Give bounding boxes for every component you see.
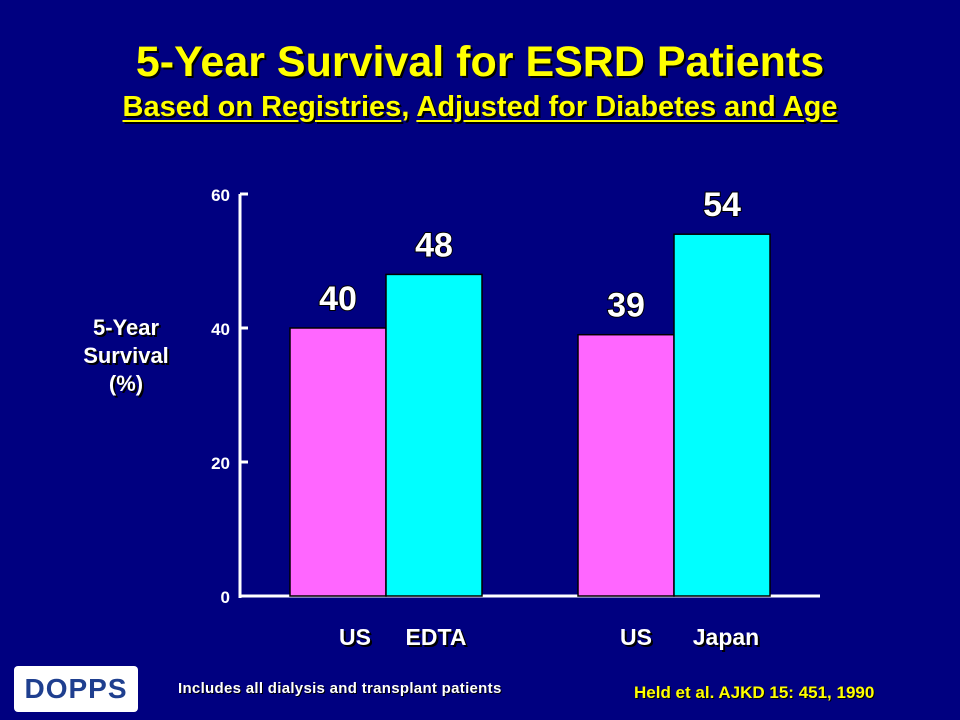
data-label-japan-1: 54 (703, 186, 741, 224)
data-label-us-1: 39 (607, 287, 645, 325)
y-axis-label-line-2: Survival (83, 343, 169, 368)
dopps-logo: DOPPS (14, 666, 138, 712)
subtitle-adjusted: Adjusted for Diabetes and Age (416, 91, 838, 123)
y-axis-label-line-1: 5-Year (92, 315, 160, 340)
y-axis-label-line-3: (%) (108, 371, 144, 396)
footnote: Includes all dialysis and transplant pat… (178, 680, 502, 697)
y-tick-label: 40 (211, 320, 230, 339)
category-label-edta: EDTA (405, 624, 467, 650)
citation: Held et al. AJKD 15: 451, 1990 (634, 683, 875, 702)
bar-japan-1 (673, 233, 771, 597)
y-tick-label: 0 (221, 588, 230, 607)
category-label-japan: Japan (692, 624, 760, 650)
category-label-us-1: US (339, 624, 371, 650)
y-axis-label: 5-Year Survival (%) (58, 314, 194, 398)
subtitle-registries: Based on Registries (122, 91, 402, 123)
bar-us-1 (577, 333, 675, 597)
chart-subtitle: Based on Registries, Adjusted for Diabet… (0, 90, 960, 124)
bar-edta-0 (385, 273, 483, 597)
y-tick-label: 20 (211, 454, 230, 473)
category-label-us-2: US (620, 624, 652, 650)
chart-title: 5-Year Survival for ESRD Patients (135, 38, 825, 86)
subtitle-separator: , (401, 91, 417, 123)
y-tick-label: 60 (211, 186, 230, 205)
dopps-logo-text: DOPPS (24, 673, 128, 704)
data-label-edta-0: 48 (415, 226, 453, 264)
data-label-us-0: 40 (319, 280, 357, 318)
bar-us-0 (289, 327, 387, 597)
